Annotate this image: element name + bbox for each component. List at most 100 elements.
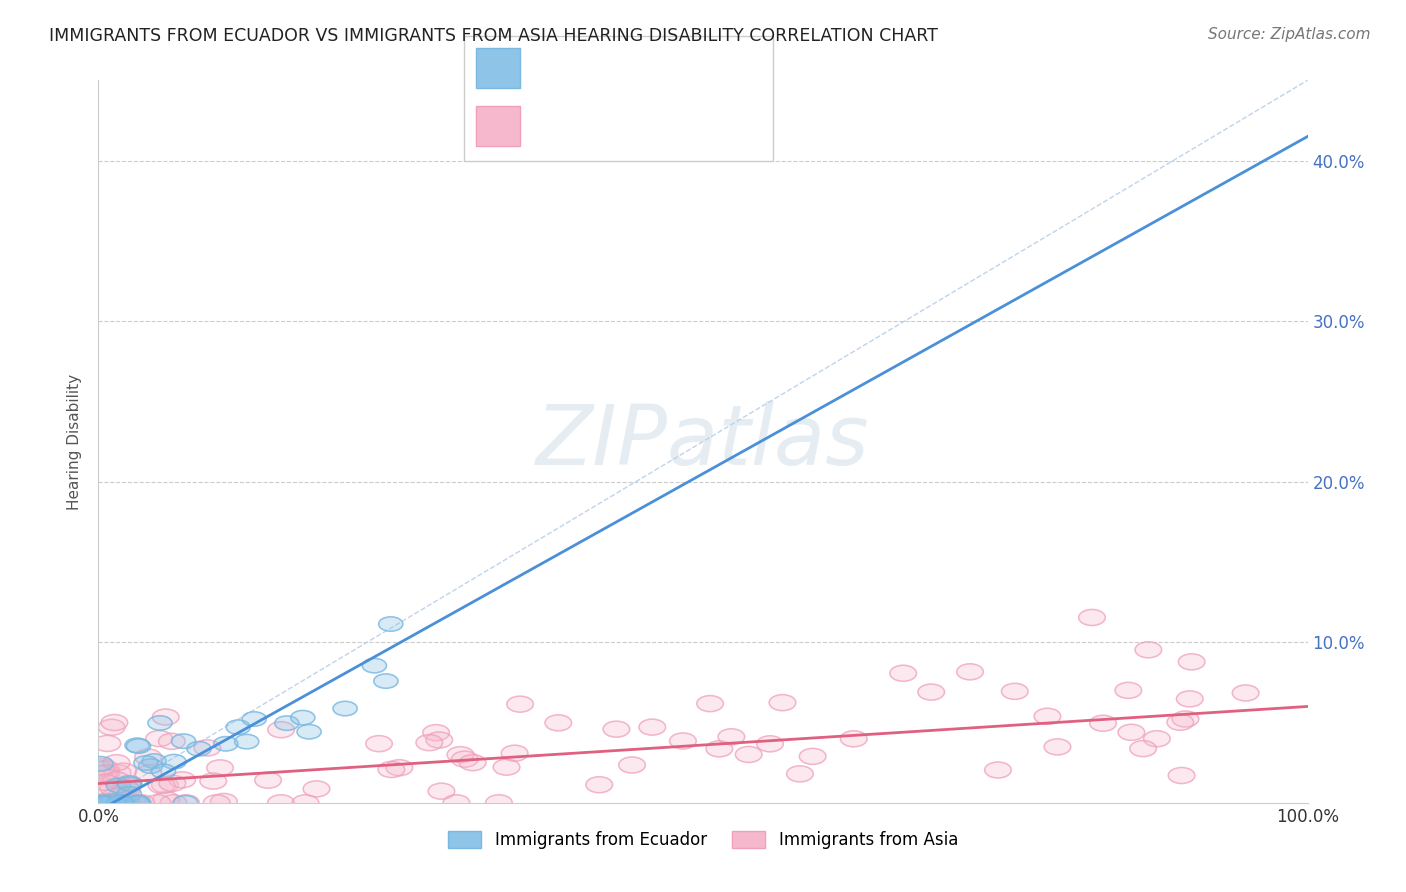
Ellipse shape (769, 695, 796, 711)
Ellipse shape (756, 736, 783, 752)
Ellipse shape (443, 795, 470, 811)
Ellipse shape (546, 714, 572, 731)
Ellipse shape (146, 731, 173, 747)
Ellipse shape (90, 765, 117, 781)
Ellipse shape (117, 787, 142, 801)
Ellipse shape (108, 795, 132, 809)
Ellipse shape (242, 712, 266, 726)
Ellipse shape (101, 789, 128, 805)
Ellipse shape (138, 759, 163, 773)
Ellipse shape (125, 738, 149, 753)
Ellipse shape (254, 772, 281, 789)
Ellipse shape (304, 780, 330, 797)
Ellipse shape (187, 741, 211, 756)
Ellipse shape (112, 792, 139, 808)
Ellipse shape (103, 772, 129, 788)
Ellipse shape (378, 616, 404, 632)
Ellipse shape (93, 761, 120, 777)
Ellipse shape (173, 795, 200, 811)
Ellipse shape (117, 776, 141, 790)
Ellipse shape (89, 795, 115, 811)
Ellipse shape (89, 796, 112, 810)
Ellipse shape (387, 760, 412, 776)
Ellipse shape (226, 720, 250, 734)
Ellipse shape (122, 795, 149, 811)
Ellipse shape (211, 794, 238, 810)
Ellipse shape (89, 796, 112, 810)
Ellipse shape (1078, 609, 1105, 625)
Ellipse shape (423, 724, 450, 740)
Ellipse shape (152, 709, 179, 725)
Ellipse shape (267, 722, 294, 738)
Ellipse shape (451, 751, 478, 767)
Text: ZIPatlas: ZIPatlas (536, 401, 870, 482)
Ellipse shape (173, 796, 198, 810)
Ellipse shape (103, 795, 129, 811)
Ellipse shape (160, 795, 187, 811)
Ellipse shape (984, 762, 1011, 778)
Ellipse shape (786, 766, 813, 782)
Ellipse shape (1001, 683, 1028, 699)
Ellipse shape (94, 796, 118, 810)
Ellipse shape (172, 734, 195, 748)
Ellipse shape (638, 719, 665, 735)
Ellipse shape (1130, 740, 1156, 756)
Ellipse shape (194, 739, 221, 756)
Ellipse shape (1168, 767, 1195, 783)
Ellipse shape (800, 748, 825, 764)
Ellipse shape (1118, 724, 1144, 740)
Ellipse shape (603, 721, 630, 737)
Ellipse shape (152, 764, 176, 779)
Ellipse shape (956, 664, 983, 680)
Ellipse shape (460, 755, 486, 771)
Ellipse shape (112, 796, 136, 810)
Ellipse shape (101, 794, 125, 808)
Ellipse shape (114, 781, 141, 797)
Ellipse shape (114, 778, 141, 794)
Ellipse shape (111, 780, 138, 797)
Ellipse shape (207, 760, 233, 776)
Ellipse shape (619, 757, 645, 773)
Ellipse shape (94, 796, 118, 810)
Text: R = 0.776   N =  46: R = 0.776 N = 46 (531, 61, 689, 76)
Ellipse shape (333, 701, 357, 715)
Ellipse shape (494, 759, 520, 775)
Ellipse shape (292, 795, 319, 811)
Ellipse shape (204, 795, 231, 811)
Ellipse shape (669, 733, 696, 749)
Ellipse shape (105, 796, 129, 810)
Ellipse shape (485, 795, 512, 811)
Text: IMMIGRANTS FROM ECUADOR VS IMMIGRANTS FROM ASIA HEARING DISABILITY CORRELATION C: IMMIGRANTS FROM ECUADOR VS IMMIGRANTS FR… (49, 27, 938, 45)
Ellipse shape (1135, 641, 1161, 657)
Ellipse shape (94, 796, 120, 810)
Ellipse shape (107, 795, 132, 811)
Ellipse shape (366, 736, 392, 752)
Ellipse shape (1177, 690, 1204, 706)
Ellipse shape (98, 719, 125, 735)
Ellipse shape (291, 710, 315, 725)
Ellipse shape (506, 696, 533, 712)
Ellipse shape (1173, 711, 1199, 727)
Ellipse shape (91, 774, 118, 790)
Ellipse shape (135, 765, 162, 781)
Ellipse shape (94, 796, 120, 810)
FancyBboxPatch shape (477, 48, 520, 88)
Ellipse shape (841, 731, 868, 747)
Ellipse shape (429, 783, 454, 799)
Ellipse shape (104, 764, 131, 780)
Ellipse shape (378, 762, 405, 778)
Ellipse shape (374, 673, 398, 689)
Ellipse shape (153, 792, 180, 808)
Ellipse shape (87, 761, 114, 777)
Ellipse shape (152, 777, 179, 793)
Ellipse shape (118, 777, 142, 791)
Ellipse shape (1232, 685, 1258, 701)
Ellipse shape (124, 795, 150, 811)
Ellipse shape (426, 732, 453, 748)
Text: R = 0.233   N = 108: R = 0.233 N = 108 (531, 118, 695, 133)
FancyBboxPatch shape (464, 36, 773, 161)
Ellipse shape (145, 795, 172, 811)
Ellipse shape (1167, 714, 1194, 731)
Ellipse shape (101, 796, 125, 810)
Ellipse shape (416, 735, 443, 751)
